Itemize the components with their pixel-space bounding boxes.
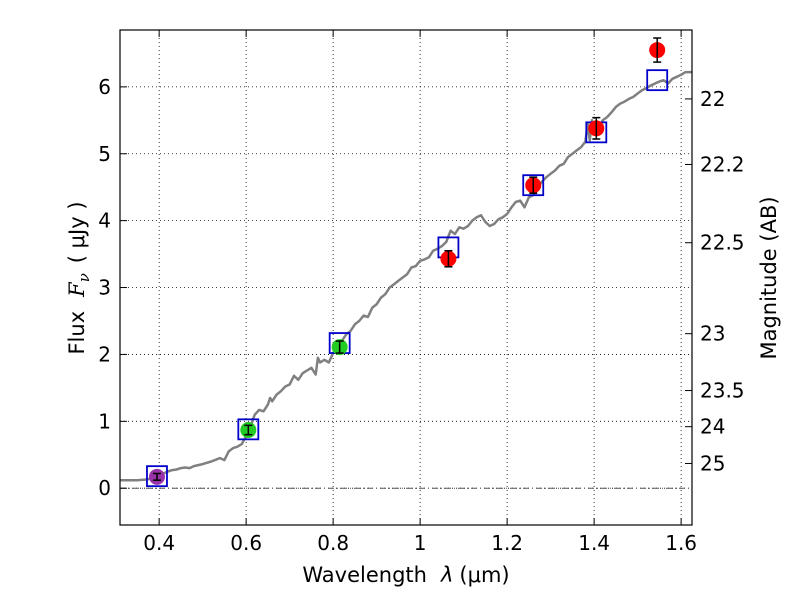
right-axis-ticks: 22 22.2 22.5 23 23.5 24 25 bbox=[685, 87, 745, 475]
x-tick-label-5: 1.4 bbox=[578, 531, 610, 555]
x-tick-label-3: 1 bbox=[414, 531, 427, 555]
y-tick-label-4: 4 bbox=[98, 209, 111, 233]
right-tick-label-4: 23.5 bbox=[700, 379, 745, 403]
right-tick-label-2: 22.5 bbox=[700, 231, 745, 255]
right-tick-label-1: 22.2 bbox=[700, 152, 745, 176]
x-axis-title-unit: (μm) bbox=[459, 563, 509, 587]
x-axis-ticks: 0.4 0.6 0.8 1 1.2 1.4 1.6 bbox=[143, 30, 697, 555]
model-flux-square-1 bbox=[237, 418, 260, 441]
x-tick-label-0: 0.4 bbox=[143, 531, 175, 555]
y-tick-label-3: 3 bbox=[98, 276, 111, 300]
y-tick-label-6: 6 bbox=[98, 75, 111, 99]
right-axis-title: Magnitude (AB) bbox=[757, 196, 781, 359]
x-tick-label-2: 0.8 bbox=[317, 531, 349, 555]
x-tick-label-4: 1.2 bbox=[491, 531, 523, 555]
y-tick-label-5: 5 bbox=[98, 142, 111, 166]
y-axis-title-subscript: ν bbox=[75, 273, 93, 282]
y-tick-label-0: 0 bbox=[98, 476, 111, 500]
plot-border bbox=[119, 29, 693, 526]
x-tick-label-6: 1.6 bbox=[665, 531, 697, 555]
right-tick-label-0: 22 bbox=[700, 87, 725, 111]
right-tick-label-6: 25 bbox=[700, 451, 725, 475]
model-flux-square-0 bbox=[146, 465, 168, 488]
y-tick-label-2: 2 bbox=[98, 342, 111, 366]
right-tick-label-5: 24 bbox=[700, 415, 725, 439]
x-axis-title-prefix: Wavelength bbox=[302, 563, 427, 587]
y-axis-title-unit: ( μJy ) bbox=[65, 201, 89, 263]
y-axis-ticks: 0 1 2 3 4 5 6 bbox=[98, 75, 127, 500]
model-flux-square-4 bbox=[522, 174, 545, 197]
x-axis-title-lambda: λ bbox=[440, 563, 453, 587]
grid bbox=[120, 30, 692, 525]
plot-frame bbox=[119, 29, 693, 526]
right-tick-label-3: 23 bbox=[700, 322, 725, 346]
y-axis-title-prefix: Flux bbox=[65, 311, 89, 355]
y-axis-title: Flux Fν ( μJy ) bbox=[65, 201, 93, 354]
data-points-layer bbox=[146, 37, 669, 488]
y-tick-label-1: 1 bbox=[98, 409, 111, 433]
x-axis-title: Wavelength λ (μm) bbox=[302, 563, 509, 587]
model-flux-square-6 bbox=[646, 69, 669, 92]
x-tick-label-1: 0.6 bbox=[230, 531, 262, 555]
y-axis-title-symbol: F bbox=[65, 281, 89, 298]
